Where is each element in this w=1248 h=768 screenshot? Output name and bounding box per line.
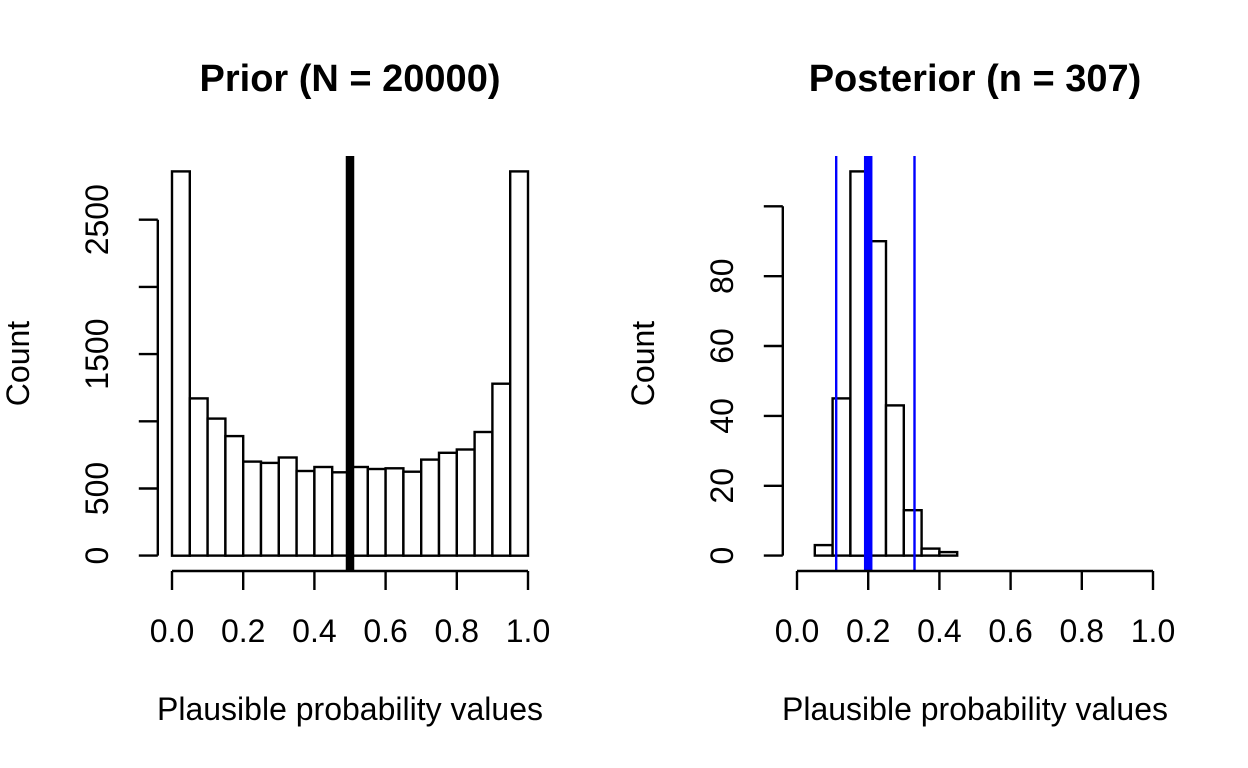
chart-title: Prior (N = 20000) xyxy=(200,58,501,100)
x-tick-label: 0.2 xyxy=(846,613,890,649)
histogram-bar xyxy=(313,465,334,557)
histogram-bar xyxy=(437,451,458,557)
x-tick-label: 1.0 xyxy=(1131,613,1175,649)
histogram-bar xyxy=(509,170,530,557)
chart-title: Posterior (n = 307) xyxy=(809,58,1142,100)
x-tick-label: 0.0 xyxy=(150,613,194,649)
histogram-bar xyxy=(902,509,923,557)
x-tick-label: 0.4 xyxy=(292,613,336,649)
x-tick-label: 0.8 xyxy=(1060,613,1104,649)
histogram-bar xyxy=(170,170,191,557)
x-tick-label: 0.6 xyxy=(988,613,1032,649)
y-tick-label: 80 xyxy=(704,258,740,294)
x-tick-label: 0.6 xyxy=(363,613,407,649)
x-axis-label: Plausible probability values xyxy=(157,691,543,727)
y-axis-label: Count xyxy=(0,321,36,407)
y-tick-label: 1500 xyxy=(79,319,115,390)
y-tick-label: 2500 xyxy=(79,184,115,255)
x-tick-label: 1.0 xyxy=(506,613,550,649)
x-tick-label: 0.0 xyxy=(775,613,819,649)
prior-y-axis: 0 500 1500 2500 xyxy=(79,184,160,565)
prior-histogram-bars xyxy=(170,170,530,557)
histogram-bar xyxy=(259,461,280,557)
y-tick-label: 20 xyxy=(704,468,740,504)
histogram-bar xyxy=(224,434,245,557)
histogram-bar xyxy=(420,458,441,557)
x-tick-label: 0.2 xyxy=(221,613,265,649)
histogram-bar xyxy=(402,470,423,557)
histogram-bar xyxy=(241,460,263,557)
posterior-x-axis: 0.0 0.2 0.4 0.6 0.8 1.0 xyxy=(775,569,1175,649)
panel-posterior: 0.0 0.2 0.4 0.6 0.8 1.0 0 20 40 60 80 Posterior (n … xyxy=(625,58,1175,727)
x-tick-label: 0.4 xyxy=(917,613,961,649)
prior-x-axis: 0.0 0.2 0.4 0.6 0.8 1.0 xyxy=(150,569,550,649)
posterior-histogram-bars xyxy=(813,170,959,557)
histogram-bar xyxy=(366,467,387,557)
y-tick-label: 0 xyxy=(704,547,740,565)
histogram-bar xyxy=(277,456,298,557)
y-tick-label: 500 xyxy=(79,462,115,515)
histogram-bar xyxy=(188,397,209,557)
posterior-y-axis: 0 20 40 60 80 xyxy=(704,205,784,565)
histogram-bar xyxy=(938,550,959,557)
histogram-bar xyxy=(813,543,834,557)
y-tick-label: 60 xyxy=(704,328,740,364)
y-tick-label: 40 xyxy=(704,398,740,434)
y-axis-label: Count xyxy=(625,321,661,407)
histogram-bar xyxy=(455,448,476,557)
x-axis-label: Plausible probability values xyxy=(782,691,1168,727)
x-tick-label: 0.8 xyxy=(435,613,479,649)
histogram-bar xyxy=(884,404,905,557)
histogram-bar xyxy=(491,382,512,557)
histogram-bar xyxy=(473,430,494,557)
panel-prior: 0.0 0.2 0.4 0.6 0.8 1.0 0 500 1500 2500 Prior (N =… xyxy=(0,58,550,727)
histogram-bar xyxy=(920,547,941,557)
histogram-bar xyxy=(384,467,405,557)
histogram-bar xyxy=(295,469,316,557)
y-tick-label: 0 xyxy=(79,547,115,565)
histogram-bar xyxy=(206,417,227,557)
